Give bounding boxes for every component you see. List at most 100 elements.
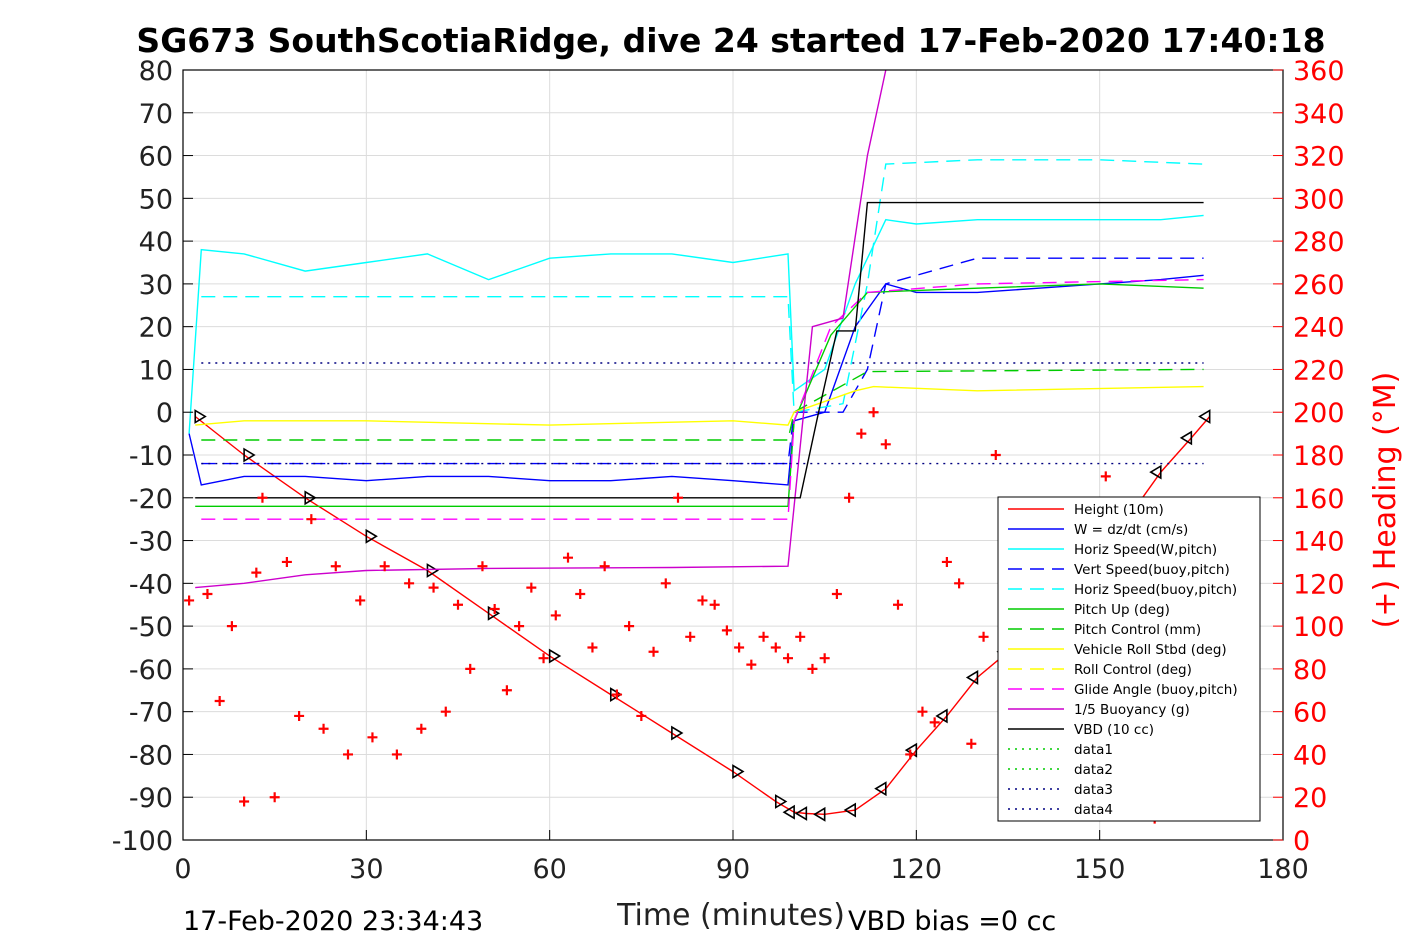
heading-point xyxy=(599,561,610,572)
heading-point xyxy=(526,582,537,593)
x-tick-label: 60 xyxy=(532,854,566,885)
legend-label: data1 xyxy=(1074,742,1113,758)
legend-label: Glide Angle (buoy,pitch) xyxy=(1074,682,1238,698)
height-marker xyxy=(794,806,808,821)
heading-point xyxy=(379,561,390,572)
height-marker xyxy=(935,708,948,724)
heading-point xyxy=(306,514,317,525)
series-vehicle-roll-stbd-deg xyxy=(195,385,1204,426)
heading-point xyxy=(831,589,842,600)
height-marker xyxy=(548,648,562,664)
y-right-tick-label: 140 xyxy=(1293,527,1345,558)
height-marker xyxy=(671,725,684,741)
heading-point xyxy=(697,595,708,606)
heading-point xyxy=(202,589,213,600)
x-tick-label: 30 xyxy=(349,854,383,885)
y-right-tick-label: 320 xyxy=(1293,142,1345,173)
heading-point xyxy=(990,450,1001,460)
heading-point xyxy=(648,646,659,657)
height-marker xyxy=(609,687,623,702)
heading-point xyxy=(343,749,353,760)
y-left-tick-label: 10 xyxy=(139,355,173,386)
heading-point xyxy=(514,621,525,632)
heading-point xyxy=(819,653,830,664)
height-marker xyxy=(813,806,826,822)
heading-point xyxy=(795,631,806,642)
heading-point xyxy=(807,663,818,674)
height-marker xyxy=(874,781,887,797)
x-tick-label: 90 xyxy=(716,854,750,885)
y-right-tick-label: 120 xyxy=(1293,569,1345,600)
y-left-tick-label: -100 xyxy=(112,826,173,857)
height-marker xyxy=(904,742,918,758)
heading-point xyxy=(734,642,745,653)
heading-point xyxy=(501,685,512,696)
x-axis-label: Time (minutes) xyxy=(616,898,845,933)
height-marker xyxy=(965,670,979,685)
height-marker xyxy=(732,764,745,779)
heading-point xyxy=(746,659,757,670)
y-right-tick-label: 240 xyxy=(1293,313,1345,344)
legend-label: Horiz Speed(buoy,pitch) xyxy=(1074,582,1237,598)
heading-point xyxy=(428,582,439,593)
y-left-tick-label: 20 xyxy=(139,313,173,344)
legend-label: Vert Speed(buoy,pitch) xyxy=(1074,562,1230,578)
heading-point xyxy=(453,599,463,610)
heading-point xyxy=(660,578,671,589)
heading-point xyxy=(587,642,598,653)
height-marker xyxy=(365,528,378,544)
series-pitch-control-mm xyxy=(201,368,1204,441)
y-right-tick-label: 80 xyxy=(1293,655,1327,686)
heading-point xyxy=(404,578,415,589)
y-left-tick-label: -90 xyxy=(129,783,173,814)
height-marker xyxy=(243,447,256,463)
legend-label: VBD (10 cc) xyxy=(1074,722,1154,738)
legend-label: Pitch Control (mm) xyxy=(1074,622,1201,638)
heading-point xyxy=(624,621,635,632)
heading-point xyxy=(868,407,879,418)
y-left-tick-label: 30 xyxy=(139,270,173,301)
heading-point xyxy=(550,610,561,621)
series-pitch-up-deg xyxy=(195,283,1204,507)
height-marker xyxy=(782,804,795,820)
y-right-tick-label: 40 xyxy=(1293,740,1327,771)
y-left-tick-label: -20 xyxy=(129,484,173,515)
legend-label: data2 xyxy=(1074,762,1113,778)
legend-label: 1/5 Buoyancy (g) xyxy=(1074,702,1190,718)
heading-point xyxy=(440,706,451,717)
y-right-tick-label: 20 xyxy=(1293,783,1327,814)
legend-label: data4 xyxy=(1074,802,1113,818)
heading-point xyxy=(941,556,952,567)
heading-point xyxy=(489,604,500,614)
y-left-tick-label: -40 xyxy=(129,569,173,600)
heading-point xyxy=(294,710,305,721)
heading-point xyxy=(905,749,916,760)
y-axis-right-label: (+) Heading (°M) xyxy=(1368,372,1403,629)
series-w-dz-dt-cm-s xyxy=(188,274,1204,486)
heading-point xyxy=(636,710,647,721)
y-left-tick-label: 60 xyxy=(139,142,173,173)
footer-vbd-bias: VBD bias =0 cc xyxy=(848,906,1056,937)
y-right-tick-label: 280 xyxy=(1293,227,1345,258)
heading-point xyxy=(929,717,940,728)
axis-ticks: 0 30 60 90 120 150 180-100-90-80-70-60-50-40-3… xyxy=(112,56,1345,885)
x-tick-label: 120 xyxy=(891,854,943,885)
heading-point xyxy=(758,631,769,642)
heading-point xyxy=(391,749,402,760)
heading-point xyxy=(251,567,262,578)
y-right-tick-label: 300 xyxy=(1293,184,1345,215)
heading-point xyxy=(1100,471,1111,482)
height-marker xyxy=(426,563,439,578)
series-vbd-10-cc xyxy=(195,201,1204,499)
y-left-tick-label: 80 xyxy=(139,56,173,87)
y-left-tick-label: 50 xyxy=(139,184,173,215)
heading-point xyxy=(184,595,195,606)
y-left-tick-label: -50 xyxy=(129,612,173,643)
y-right-tick-label: 160 xyxy=(1293,484,1345,515)
heading-point xyxy=(538,653,549,664)
series-glide-angle-buoy-pitch xyxy=(201,278,1204,520)
heading-point xyxy=(856,428,867,439)
series-1-5-buoyancy-g xyxy=(195,69,887,589)
heading-point xyxy=(477,561,488,572)
y-left-tick-label: -60 xyxy=(129,655,173,686)
